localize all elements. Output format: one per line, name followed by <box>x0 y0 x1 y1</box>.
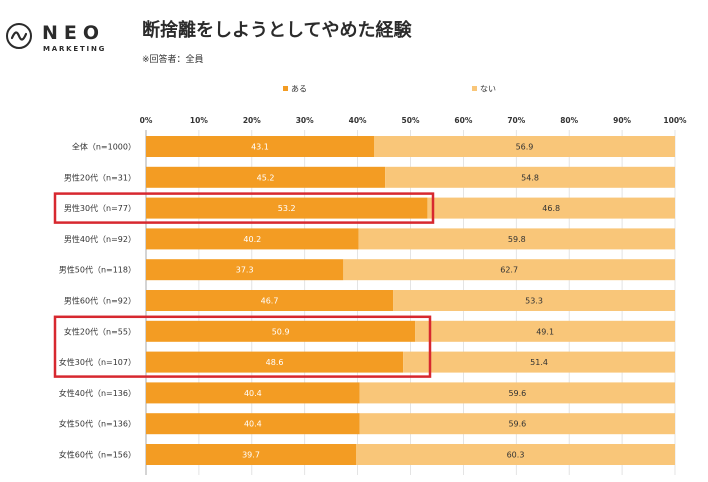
category-label: 女性20代（n=55） <box>64 326 136 336</box>
neo-marketing-logo: NEO MARKETING <box>6 22 116 58</box>
category-label: 女性30代（n=107） <box>59 357 136 367</box>
bar-yes <box>146 382 360 404</box>
bar-yes <box>146 444 357 465</box>
x-tick-label: 10% <box>190 116 208 125</box>
logo-wave-icon <box>6 23 32 49</box>
data-label-yes: 39.7 <box>242 451 260 460</box>
bar-yes <box>146 320 416 342</box>
legend-swatch-0 <box>283 86 288 91</box>
logo-word: NEO <box>42 22 106 44</box>
data-label-no: 53.3 <box>525 297 543 306</box>
x-tick-label: 70% <box>507 116 525 125</box>
x-tick-label: 60% <box>454 116 472 125</box>
data-label-no: 59.6 <box>508 420 526 429</box>
data-label-no: 59.8 <box>508 235 526 244</box>
data-label-no: 51.4 <box>530 358 548 367</box>
category-label: 全体（n=1000） <box>72 142 136 152</box>
bar-no <box>356 444 675 465</box>
highlight-box <box>53 315 432 378</box>
data-label-no: 46.8 <box>542 204 560 213</box>
x-tick-label: 0% <box>140 116 153 125</box>
x-tick-label: 30% <box>296 116 314 125</box>
data-label-yes: 43.1 <box>251 143 269 152</box>
x-tick-label: 20% <box>243 116 261 125</box>
legend-label-0: ある <box>291 85 307 94</box>
bar-no <box>393 290 675 311</box>
data-label-yes: 46.7 <box>261 297 279 306</box>
logo-subtext: MARKETING <box>43 45 107 53</box>
category-label: 女性60代（n=156） <box>59 450 136 460</box>
data-label-no: 49.1 <box>536 327 554 336</box>
bar-yes <box>146 136 374 157</box>
data-label-no: 60.3 <box>507 451 525 460</box>
bar-yes <box>146 413 360 435</box>
category-label: 女性40代（n=136） <box>59 388 136 398</box>
category-label: 男性50代（n=118） <box>59 265 136 275</box>
x-tick-label: 100% <box>663 116 687 125</box>
x-tick-label: 90% <box>613 116 631 125</box>
data-label-no: 62.7 <box>500 266 518 275</box>
bar-no <box>427 197 675 219</box>
bar-no <box>403 351 675 373</box>
legend-swatch-1 <box>472 86 477 91</box>
bar-no <box>373 136 675 157</box>
data-label-yes: 45.2 <box>257 173 275 182</box>
x-tick-label: 80% <box>560 116 578 125</box>
data-label-no: 59.6 <box>508 389 526 398</box>
data-label-yes: 50.9 <box>272 327 290 336</box>
category-label: 男性20代（n=31） <box>64 172 136 182</box>
bar-no <box>343 259 675 281</box>
data-label-yes: 48.6 <box>266 358 284 367</box>
data-label-yes: 40.4 <box>244 389 262 398</box>
x-tick-label: 40% <box>349 116 367 125</box>
data-label-yes: 53.2 <box>278 204 296 213</box>
bar-yes <box>146 228 359 250</box>
bar-yes <box>146 197 428 219</box>
bar-yes <box>146 351 404 373</box>
category-label: 男性40代（n=92） <box>64 234 136 244</box>
respondent-note: ※回答者：全員 <box>142 55 204 65</box>
page-title: 断捨離をしようとしてやめた経験 <box>142 20 412 41</box>
bar-yes <box>146 259 344 281</box>
bar-no <box>358 228 675 250</box>
data-label-yes: 37.3 <box>236 266 254 275</box>
bar-no <box>415 320 675 342</box>
legend-label-1: ない <box>480 85 496 94</box>
bar-no <box>385 166 675 188</box>
bar-yes <box>146 290 394 311</box>
highlight-box <box>53 192 435 224</box>
data-label-no: 56.9 <box>516 143 534 152</box>
category-label: 女性50代（n=136） <box>59 419 136 429</box>
bar-no <box>359 413 675 435</box>
category-label: 男性60代（n=92） <box>64 296 136 306</box>
data-label-yes: 40.2 <box>243 235 261 244</box>
data-label-yes: 40.4 <box>244 420 262 429</box>
category-label: 男性30代（n=77） <box>64 203 136 213</box>
x-tick-label: 50% <box>402 116 420 125</box>
bar-yes <box>146 166 386 188</box>
bar-no <box>359 382 675 404</box>
data-label-no: 54.8 <box>521 173 539 182</box>
